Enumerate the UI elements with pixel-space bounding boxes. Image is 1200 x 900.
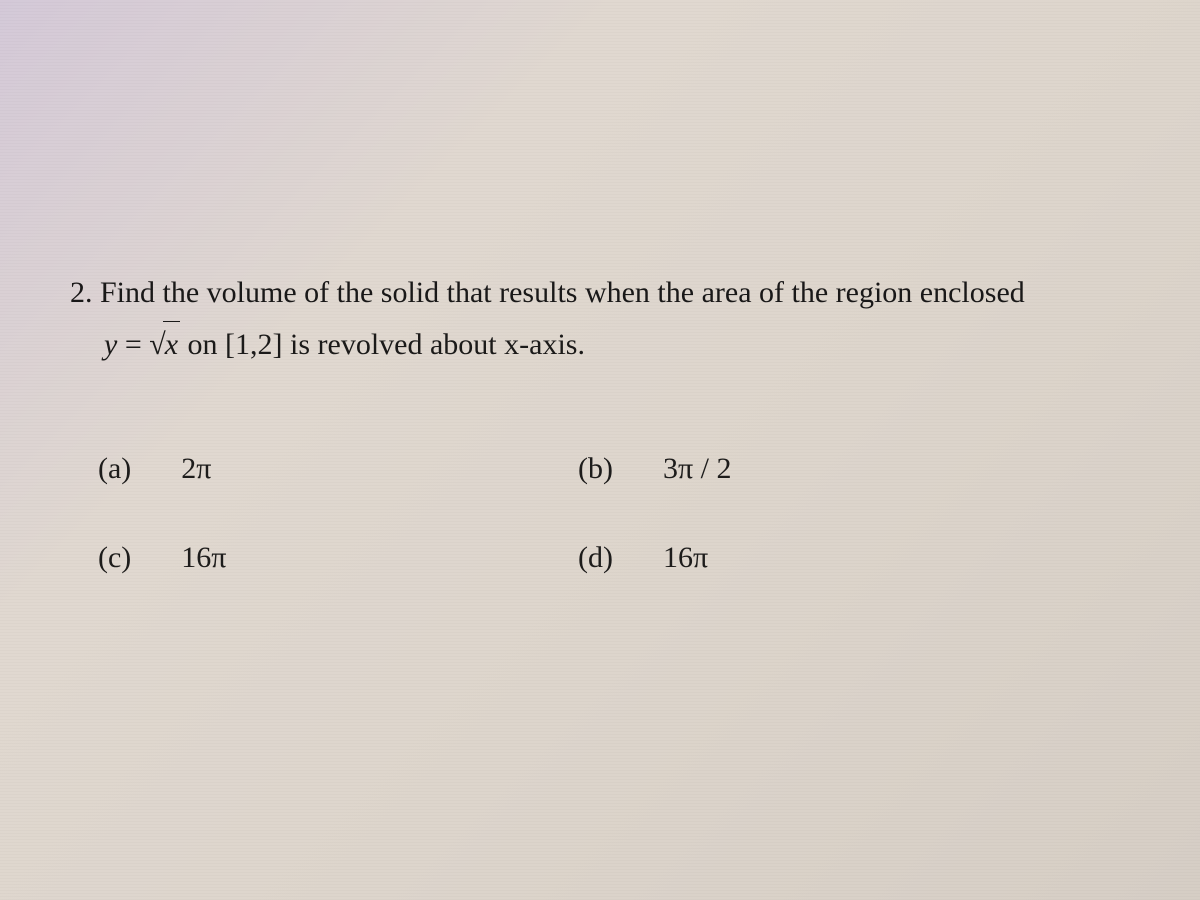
option-b-label: (b) — [578, 452, 613, 486]
option-c[interactable]: (c) 16π — [98, 541, 578, 575]
question-line-2: y = √x on [1,2] is revolved about x-axis… — [104, 321, 1160, 367]
option-d-value: 16π — [663, 541, 708, 575]
option-a-label: (a) — [98, 452, 131, 486]
option-c-label: (c) — [98, 541, 131, 575]
option-a[interactable]: (a) 2π — [98, 452, 578, 486]
question-line-1: 2. Find the volume of the solid that res… — [70, 270, 1160, 315]
option-a-value: 2π — [181, 452, 211, 486]
option-row-1: (a) 2π (b) 3π / 2 — [98, 452, 1160, 486]
option-d[interactable]: (d) 16π — [578, 541, 1058, 575]
option-b[interactable]: (b) 3π / 2 — [578, 452, 1058, 486]
option-d-label: (d) — [578, 541, 613, 575]
question-text-2: on [1,2] is revolved about x-axis. — [188, 328, 585, 361]
question-number: 2. — [70, 276, 93, 309]
question-text-1: Find the volume of the solid that result… — [100, 276, 1025, 309]
options-grid: (a) 2π (b) 3π / 2 (c) 16π (d) 16π — [98, 452, 1160, 575]
question-block: 2. Find the volume of the solid that res… — [70, 270, 1160, 630]
option-row-2: (c) 16π (d) 16π — [98, 541, 1160, 575]
option-b-value: 3π / 2 — [663, 452, 731, 486]
equals-sign: = — [125, 328, 142, 361]
y-var: y — [104, 328, 117, 361]
sqrt-expression: √x — [149, 321, 180, 367]
option-c-value: 16π — [181, 541, 226, 575]
radicand: x — [163, 321, 180, 367]
